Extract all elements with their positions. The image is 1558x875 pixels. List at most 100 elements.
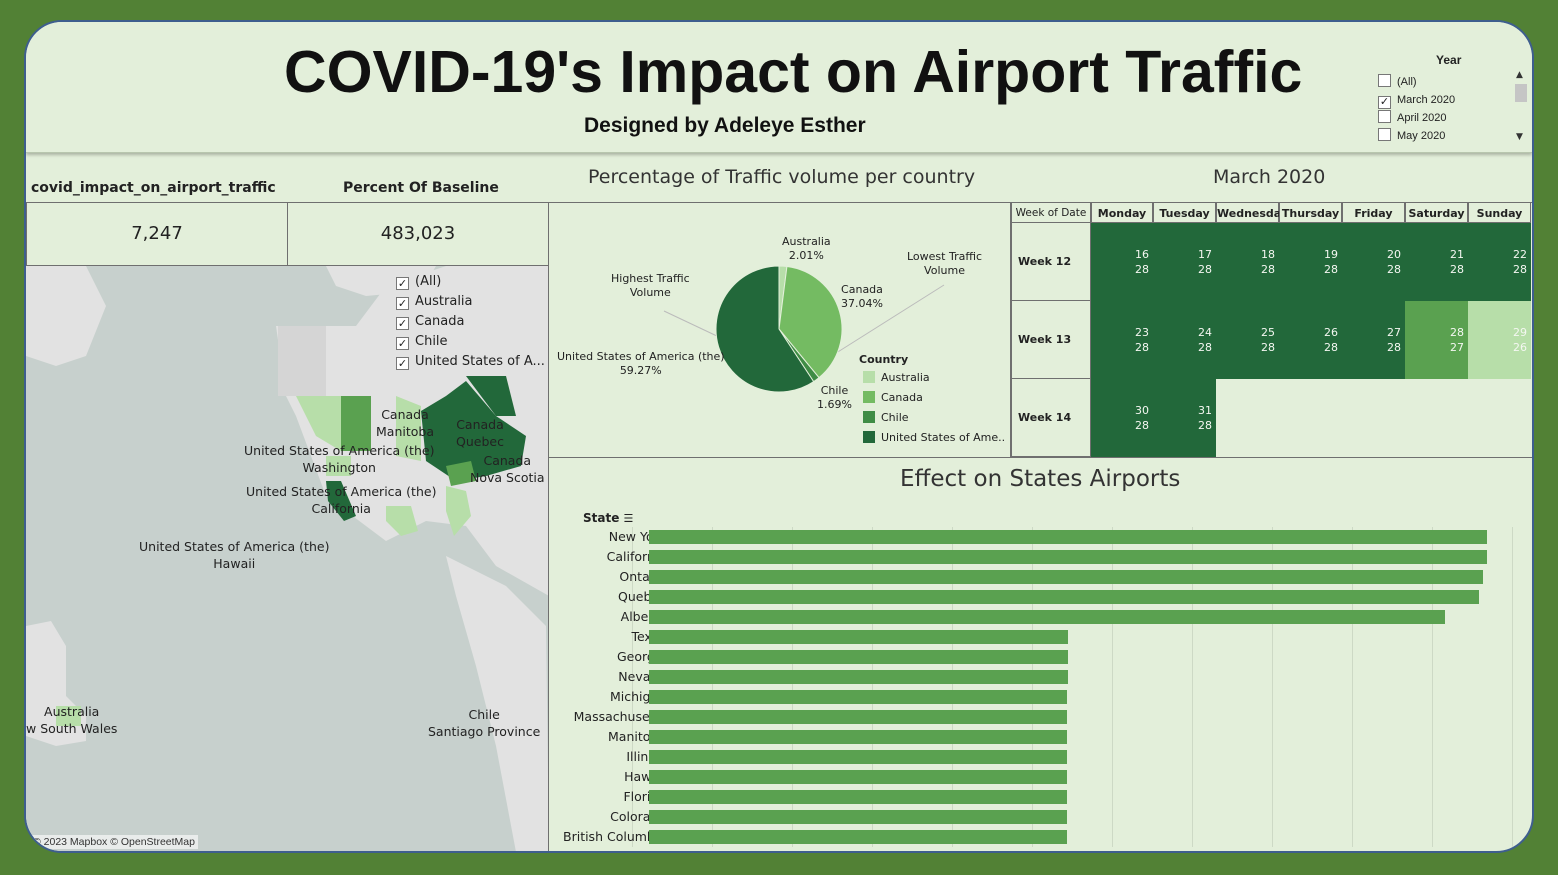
checkbox-icon[interactable]	[1378, 128, 1391, 141]
scroll-down-icon[interactable]: ▼	[1516, 132, 1523, 142]
bar[interactable]	[649, 830, 1067, 844]
checkbox-checked-icon[interactable]: ✓	[396, 277, 409, 290]
pie-label-canada: Canada 37.04%	[841, 283, 883, 310]
country-option-all[interactable]: ✓ (All)	[396, 274, 442, 290]
checkbox-checked-icon[interactable]: ✓	[396, 337, 409, 350]
bar-row[interactable]: New York	[549, 527, 1532, 547]
checkbox-icon[interactable]	[1378, 110, 1391, 123]
checkbox-checked-icon[interactable]: ✓	[396, 357, 409, 370]
scrollbar-thumb[interactable]	[1515, 84, 1527, 102]
checkbox-checked-icon[interactable]: ✓	[396, 297, 409, 310]
legend-swatch	[863, 431, 875, 443]
bar-row[interactable]: Nevada	[549, 667, 1532, 687]
calendar-cell[interactable]: 22 28	[1468, 223, 1531, 301]
country-option-chile[interactable]: ✓ Chile	[396, 334, 448, 350]
calendar-cell[interactable]: 20 28	[1342, 223, 1405, 301]
sort-icon[interactable]: ☰	[623, 512, 634, 525]
legend-item-chile[interactable]: Chile	[863, 411, 909, 424]
bar[interactable]	[649, 710, 1067, 724]
country-option-australia[interactable]: ✓ Australia	[396, 294, 473, 310]
bar[interactable]	[649, 610, 1445, 624]
map-attribution[interactable]: © 2023 Mapbox © OpenStreetMap	[30, 835, 198, 849]
bar-row[interactable]: Ontario	[549, 567, 1532, 587]
calendar-cell[interactable]: 29 26	[1468, 301, 1531, 379]
pie-slice-usa[interactable]	[715, 265, 815, 393]
year-option-may-2020[interactable]: May 2020	[1378, 128, 1445, 144]
legend-item-canada[interactable]: Canada	[863, 391, 923, 404]
calendar-cell[interactable]: 26 28	[1279, 301, 1342, 379]
legend-item-usa[interactable]: United States of Ame..	[863, 431, 1005, 444]
year-option-april-2020[interactable]: April 2020	[1378, 110, 1447, 126]
calendar-cell[interactable]: 17 28	[1153, 223, 1216, 301]
asia-land	[26, 266, 106, 366]
bar[interactable]	[649, 770, 1067, 784]
calendar-value: 28	[1135, 341, 1149, 354]
bar-row[interactable]: Massachusetts	[549, 707, 1532, 727]
calendar-cell[interactable]: 27 28	[1342, 301, 1405, 379]
scroll-up-icon[interactable]: ▲	[1516, 70, 1523, 80]
checkbox-checked-icon[interactable]: ✓	[396, 317, 409, 330]
bar[interactable]	[649, 750, 1067, 764]
calendar-cell[interactable]: 24 28	[1153, 301, 1216, 379]
page-subtitle: Designed by Adeleye Esther	[584, 114, 866, 137]
legend-item-australia[interactable]: Australia	[863, 371, 930, 384]
calendar-day: 24	[1198, 326, 1212, 339]
pie-chart[interactable]	[549, 203, 1009, 457]
bar[interactable]	[649, 570, 1483, 584]
bar[interactable]	[649, 630, 1068, 644]
bar-row[interactable]: Texas	[549, 627, 1532, 647]
calendar-day: 25	[1261, 326, 1275, 339]
bar-row[interactable]: British Columbia	[549, 827, 1532, 847]
bar-row[interactable]: Alberta	[549, 607, 1532, 627]
bar-row[interactable]: Florida	[549, 787, 1532, 807]
year-option-march-2020[interactable]: ✓ March 2020	[1378, 94, 1456, 109]
calendar-cell[interactable]: 19 28	[1279, 223, 1342, 301]
calendar-cell[interactable]: 16 28	[1091, 223, 1153, 301]
gridline	[1192, 527, 1193, 847]
year-option-all[interactable]: (All)	[1378, 74, 1417, 90]
map-country-filter[interactable]: ✓ (All) ✓ Australia ✓ Canada ✓ Chile ✓ United…	[396, 272, 545, 372]
year-filter-title: Year	[1436, 53, 1462, 67]
country-map[interactable]: ✓ (All) ✓ Australia ✓ Canada ✓ Chile ✓ United…	[26, 266, 549, 851]
pie-slice-canada[interactable]	[778, 265, 843, 379]
calendar-cell[interactable]: 28 27	[1405, 301, 1468, 379]
bar[interactable]	[649, 810, 1067, 824]
bar-row[interactable]: Georgia	[549, 647, 1532, 667]
day-header-sunday: Sunday	[1468, 202, 1531, 223]
bar[interactable]	[649, 670, 1068, 684]
country-option-usa[interactable]: ✓ United States of A...	[396, 354, 545, 370]
calendar-cell[interactable]: 21 28	[1405, 223, 1468, 301]
state-axis-header[interactable]: State ☰	[583, 511, 634, 525]
bar[interactable]	[649, 530, 1487, 544]
calendar-cell[interactable]: 31 28	[1153, 379, 1216, 457]
checkbox-checked-icon[interactable]: ✓	[1378, 96, 1391, 109]
alaska-land	[278, 326, 326, 396]
region-manitoba	[396, 396, 421, 461]
year-filter[interactable]: Year (All) ✓ March 2020 April 2020 May 20…	[1374, 50, 1532, 146]
bar[interactable]	[649, 730, 1067, 744]
bar[interactable]	[649, 790, 1067, 804]
bar-row[interactable]: Quebec	[549, 587, 1532, 607]
gridline	[1432, 527, 1433, 847]
bar[interactable]	[649, 590, 1479, 604]
bar-row[interactable]: California	[549, 547, 1532, 567]
bar-row[interactable]: Manitoba	[549, 727, 1532, 747]
year-filter-scrollbar[interactable]: ▲ ▼	[1514, 70, 1528, 146]
bar-category-label: Massachusetts	[573, 709, 666, 724]
bar-row[interactable]: Illinois	[549, 747, 1532, 767]
bar-row[interactable]: Colorado	[549, 807, 1532, 827]
kpi-impact-value: 7,247	[26, 202, 288, 266]
bar[interactable]	[649, 690, 1067, 704]
bar-row[interactable]: Hawaii	[549, 767, 1532, 787]
map-label-california: United States of America (the) Californi…	[246, 484, 437, 516]
calendar-cell[interactable]: 18 28	[1216, 223, 1279, 301]
bar-row[interactable]: Michigan	[549, 687, 1532, 707]
bar[interactable]	[649, 550, 1487, 564]
checkbox-icon[interactable]	[1378, 74, 1391, 87]
calendar-cell[interactable]: 30 28	[1091, 379, 1153, 457]
bar[interactable]	[649, 650, 1068, 664]
country-option-canada[interactable]: ✓ Canada	[396, 314, 465, 330]
calendar-cell[interactable]: 25 28	[1216, 301, 1279, 379]
region-california	[326, 481, 356, 521]
calendar-cell[interactable]: 23 28	[1091, 301, 1153, 379]
